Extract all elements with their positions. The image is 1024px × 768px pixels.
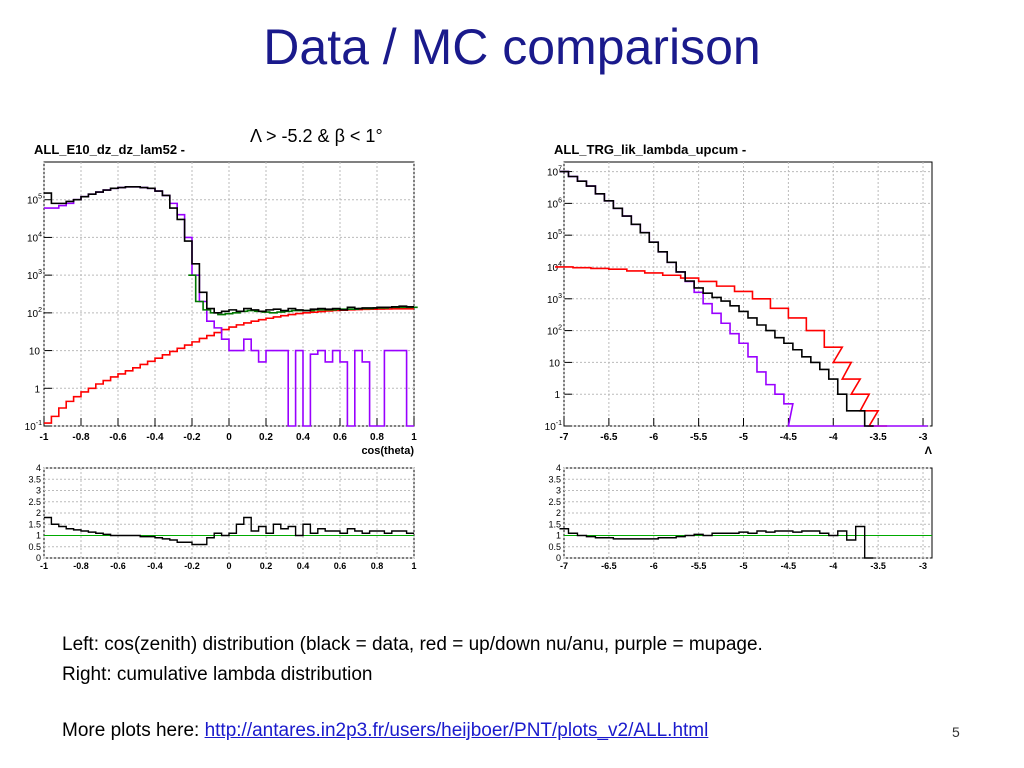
ratio-x-tick-label: -5 — [740, 561, 748, 571]
ratio-y-tick-label: 4 — [556, 463, 561, 473]
x-tick-label: -4 — [829, 432, 838, 443]
ratio-x-tick-label: 0.8 — [371, 561, 384, 571]
ratio-y-tick-label: 0 — [556, 553, 561, 563]
y-tick-label: 1 — [554, 390, 560, 401]
x-tick-label: 0.8 — [370, 432, 384, 443]
ratio-y-tick-label: 1 — [36, 531, 41, 541]
x-tick-label: 0.2 — [259, 432, 273, 443]
y-tick-label: 10 — [549, 358, 561, 369]
ratio-y-tick-label: 0 — [36, 553, 41, 563]
ratio-y-tick-label: 2 — [36, 508, 41, 518]
ratio-x-tick-label: -3.5 — [870, 561, 886, 571]
left-main-plot: ALL_E10_dz_dz_lam52 -10-1110102103104105… — [25, 142, 418, 457]
x-tick-label: -4.5 — [780, 432, 798, 443]
x-tick-label: 0.6 — [333, 432, 347, 443]
ratio-x-tick-label: -1 — [40, 561, 48, 571]
x-tick-label: -0.6 — [109, 432, 127, 443]
y-tick-label: 102 — [27, 307, 42, 320]
left-ratio-plot: 00.511.522.533.54-1 -0.8 -0.6 -0.4 -0.2 0 0.2 0… — [28, 463, 416, 571]
ratio-y-tick-label: 3 — [36, 486, 41, 496]
ratio-y-tick-label: 2 — [556, 508, 561, 518]
x-tick-label: -7 — [560, 432, 569, 443]
ratio-x-tick-label: 1 — [411, 561, 416, 571]
ratio-x-tick-label: -0.4 — [147, 561, 163, 571]
series-red-line — [555, 266, 888, 427]
series-black-line — [559, 170, 874, 427]
x-tick-label: -6.5 — [600, 432, 618, 443]
y-tick-label: 105 — [547, 229, 562, 242]
y-tick-label: 102 — [547, 325, 562, 338]
ratio-y-tick-label: 1 — [556, 531, 561, 541]
ratio-x-tick-label: 0.6 — [334, 561, 347, 571]
x-tick-label: 0.4 — [296, 432, 310, 443]
plot-title-0: ALL_E10_dz_dz_lam52 - — [34, 142, 185, 157]
ratio-x-tick-label: -6 — [650, 561, 658, 571]
ratio-x-tick-label: -0.8 — [73, 561, 89, 571]
x-tick-label: -5.5 — [690, 432, 708, 443]
x-tick-label: -0.4 — [146, 432, 164, 443]
y-tick-label: 10 — [29, 347, 41, 358]
x-tick-label: 1 — [411, 432, 417, 443]
x-tick-label: -1 — [40, 432, 49, 443]
ratio-y-tick-label: 3.5 — [548, 474, 561, 484]
more-plots-prefix: More plots here: — [62, 720, 205, 741]
x-tick-label: -5 — [739, 432, 748, 443]
ratio-x-tick-label: -5.5 — [691, 561, 707, 571]
caption: Left: cos(zenith) distribution (black = … — [62, 630, 763, 690]
ratio-x-tick-label: -6.5 — [601, 561, 617, 571]
page-number: 5 — [952, 724, 960, 740]
ratio-y-tick-label: 2.5 — [28, 497, 41, 507]
ratio-x-tick-label: -3 — [919, 561, 927, 571]
x-tick-label: -6 — [649, 432, 658, 443]
ratio-y-tick-label: 3.5 — [28, 474, 41, 484]
ratio-x-tick-label: 0 — [226, 561, 231, 571]
ratio-x-tick-label: -4.5 — [781, 561, 797, 571]
ratio-y-tick-label: 4 — [36, 463, 41, 473]
caption-line-1: Left: cos(zenith) distribution (black = … — [62, 634, 763, 655]
series-black-line — [44, 186, 414, 314]
caption-line-2: Right: cumulative lambda distribution — [62, 664, 373, 685]
ratio-x-tick-label: -7 — [560, 561, 568, 571]
x-tick-label: -3 — [919, 432, 928, 443]
y-tick-label: 103 — [547, 293, 562, 306]
more-plots-link[interactable]: http://antares.in2p3.fr/users/heijboer/P… — [204, 720, 709, 741]
ratio-x-tick-label: 0.4 — [297, 561, 310, 571]
ratio-y-tick-label: 3 — [556, 486, 561, 496]
y-tick-label: 104 — [27, 231, 42, 244]
ratio-y-tick-label: 0.5 — [28, 542, 41, 552]
x-tick-label: -0.8 — [72, 432, 90, 443]
more-plots: More plots here: http://antares.in2p3.fr… — [62, 720, 708, 742]
x-tick-label: 0 — [226, 432, 232, 443]
ratio-y-tick-label: 2.5 — [548, 497, 561, 507]
slide-title: Data / MC comparison — [263, 19, 761, 75]
x-axis-label: cos(theta) — [361, 445, 414, 457]
y-tick-label: 106 — [547, 197, 562, 210]
x-tick-label: -0.2 — [183, 432, 201, 443]
y-tick-label: 1 — [34, 384, 40, 395]
ratio-line — [44, 516, 414, 546]
y-tick-label: 103 — [27, 269, 42, 282]
ratio-y-tick-label: 0.5 — [548, 542, 561, 552]
plot-frame — [563, 161, 933, 427]
plot-title-1: ALL_TRG_lik_lambda_upcum - — [554, 142, 746, 157]
ratio-y-tick-label: 1.5 — [28, 519, 41, 529]
ratio-x-tick-label: -0.2 — [184, 561, 200, 571]
ratio-x-tick-label: -4 — [829, 561, 837, 571]
ratio-x-tick-label: 0.2 — [260, 561, 273, 571]
cut-label: Λ > -5.2 & β < 1° — [250, 126, 383, 146]
right-main-plot: ALL_TRG_lik_lambda_upcum -10-11101021031… — [545, 142, 933, 457]
x-tick-label: -3.5 — [870, 432, 888, 443]
ratio-x-tick-label: -0.6 — [110, 561, 126, 571]
right-ratio-plot: 00.51 1.522.53 3.54 -7 -6.5 -6 -5.5 -5 -4.5 -4 -3.… — [548, 463, 933, 571]
ratio-line — [559, 525, 874, 559]
x-axis-label: Λ — [925, 445, 933, 457]
y-tick-label: 105 — [27, 194, 42, 207]
ratio-y-tick-label: 1.5 — [548, 519, 561, 529]
